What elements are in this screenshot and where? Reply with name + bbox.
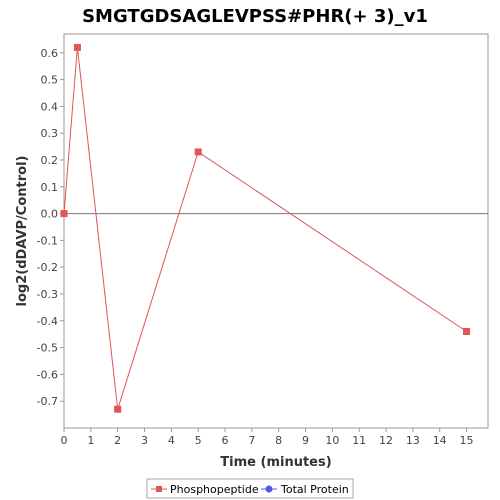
- phosphopeptide-point: [73, 43, 81, 51]
- chart-title: SMGTGDSAGLEVPSS#PHR(+ 3)_v1: [82, 6, 428, 27]
- x-tick-label: 7: [248, 434, 255, 447]
- x-tick-label: 15: [460, 434, 474, 447]
- plot-frame: [63, 33, 489, 429]
- series-layer: [60, 43, 471, 413]
- x-tick-label: 13: [406, 434, 420, 447]
- y-tick-label: -0.2: [37, 261, 58, 274]
- x-tick-label: 3: [141, 434, 148, 447]
- y-tick-label: 0.6: [41, 47, 59, 60]
- phosphopeptide-point: [194, 148, 202, 156]
- legend-total-protein-label: Total Protein: [280, 483, 349, 496]
- y-tick-label: -0.7: [37, 395, 58, 408]
- y-tick-label: 0.0: [41, 208, 59, 221]
- legend-box: [146, 478, 354, 499]
- x-axis-ticks: 0 1 2 3 4 5 6 7 8 9 10 11 12 13 14 15: [61, 428, 474, 447]
- x-tick-label: 8: [275, 434, 282, 447]
- x-tick-label: 6: [222, 434, 229, 447]
- x-tick-label: 5: [195, 434, 202, 447]
- legend: Phosphopeptide Total Protein: [146, 478, 354, 499]
- x-tick-label: 4: [168, 434, 175, 447]
- y-tick-label: -0.4: [37, 315, 58, 328]
- x-tick-label: 0: [61, 434, 68, 447]
- x-axis-label: Time (minutes): [220, 455, 331, 470]
- y-tick-label: -0.3: [37, 288, 58, 301]
- legend-phosphopeptide-marker: [156, 486, 162, 492]
- y-tick-label: -0.6: [37, 368, 58, 381]
- phosphopeptide-point: [60, 210, 68, 218]
- x-tick-label: 9: [302, 434, 309, 447]
- y-tick-label: -0.5: [37, 342, 58, 355]
- y-axis-ticks: -0.7 -0.6 -0.5 -0.4 -0.3 -0.2 -0.1 0.0 0.1 0.2 0.3…: [37, 47, 64, 408]
- phosphopeptide-line: [63, 47, 467, 410]
- y-tick-label: 0.3: [41, 127, 59, 140]
- y-tick-label: 0.1: [41, 181, 59, 194]
- x-tick-label: 14: [433, 434, 447, 447]
- x-tick-label: 2: [114, 434, 121, 447]
- phosphopeptide-point: [114, 405, 122, 413]
- y-tick-label: -0.1: [37, 234, 58, 247]
- x-tick-label: 10: [325, 434, 339, 447]
- x-tick-label: 12: [379, 434, 393, 447]
- x-tick-label: 1: [87, 434, 94, 447]
- phosphopeptide-point: [463, 328, 471, 336]
- legend-phosphopeptide-label: Phosphopeptide: [170, 483, 259, 496]
- x-tick-label: 11: [352, 434, 366, 447]
- y-tick-label: 0.4: [41, 100, 59, 113]
- y-tick-label: 0.5: [41, 74, 59, 87]
- legend-total-protein-marker: [265, 485, 273, 493]
- y-axis-label: log2(dDAVP/Control): [15, 156, 30, 307]
- y-tick-label: 0.2: [41, 154, 59, 167]
